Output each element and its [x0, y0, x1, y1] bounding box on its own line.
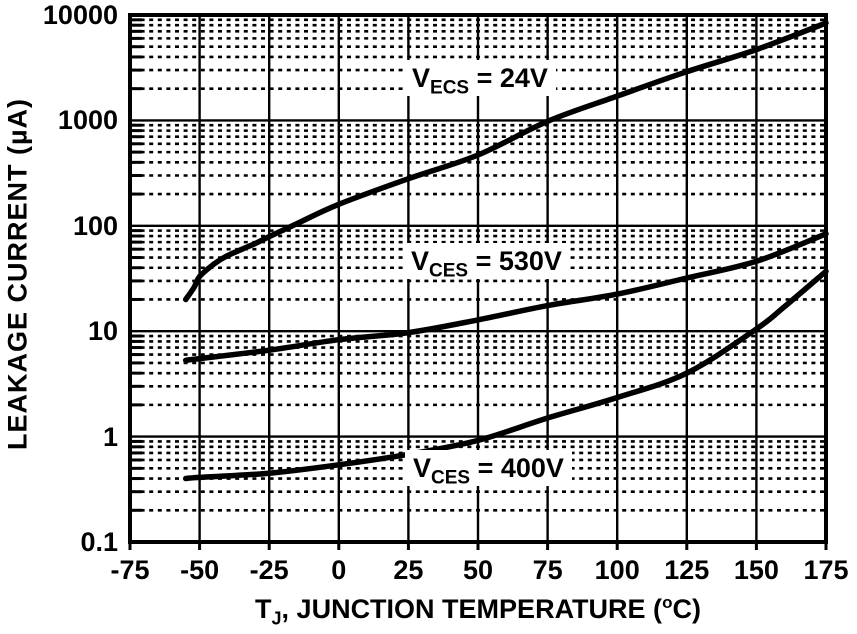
x-axis-title-mid: , JUNCTION TEMPERATURE (	[281, 594, 663, 624]
curve-vecs-24v	[182, 20, 829, 303]
series-label-value: = 530V	[468, 246, 562, 276]
series-label-vces-400v: VCES = 400V	[405, 450, 572, 489]
series-label-value: = 24V	[469, 63, 548, 93]
y-tick-label-10: 10	[87, 316, 118, 347]
curve-vces-530v	[182, 231, 829, 364]
curve-vces-400v	[182, 268, 829, 482]
series-label-subscript: ECS	[430, 77, 470, 99]
x-axis-title-main: T	[255, 594, 272, 624]
series-label-symbol: V	[411, 246, 430, 276]
x-axis-title-sub: J	[271, 608, 282, 629]
x-axis-title: TJ, JUNCTION TEMPERATURE (oC)	[130, 593, 826, 629]
series-label-subscript: CES	[431, 467, 471, 489]
y-tick-label-0.1: 0.1	[80, 527, 118, 557]
x-tick-label--75: -75	[110, 555, 150, 585]
x-tick-label-0: 0	[331, 555, 347, 585]
x-tick-label-50: 50	[462, 555, 494, 585]
y-tick-label-10000: 10000	[42, 0, 118, 30]
series-label-value: = 400V	[470, 453, 564, 483]
x-tick-label-150: 150	[733, 555, 779, 585]
y-tick-label-1000: 1000	[57, 105, 118, 136]
x-axis-title-end: C)	[672, 594, 701, 624]
x-tick-label-100: 100	[594, 555, 640, 585]
x-tick-label-175: 175	[803, 555, 849, 585]
x-tick-label-25: 25	[393, 555, 424, 585]
plot-border	[128, 13, 828, 544]
y-tick-label-100: 100	[72, 210, 118, 241]
y-tick-label-1: 1	[102, 421, 118, 452]
x-tick-label--50: -50	[180, 555, 220, 585]
series-label-symbol: V	[412, 63, 431, 93]
x-tick-label-125: 125	[664, 555, 710, 585]
x-tick-label-75: 75	[532, 555, 563, 585]
series-label-vecs-24v: VECS = 24V	[404, 60, 556, 99]
series-label-symbol: V	[413, 453, 432, 483]
x-tick-label--25: -25	[249, 555, 289, 585]
x-axis-title-sup: o	[662, 593, 673, 612]
y-axis-title-text: LEAKAGE CURRENT (µA)	[2, 97, 33, 450]
y-axis-title: LEAKAGE CURRENT (µA)	[0, 10, 40, 537]
series-label-subscript: CES	[429, 260, 469, 282]
series-label-vces-530v: VCES = 530V	[403, 243, 570, 282]
